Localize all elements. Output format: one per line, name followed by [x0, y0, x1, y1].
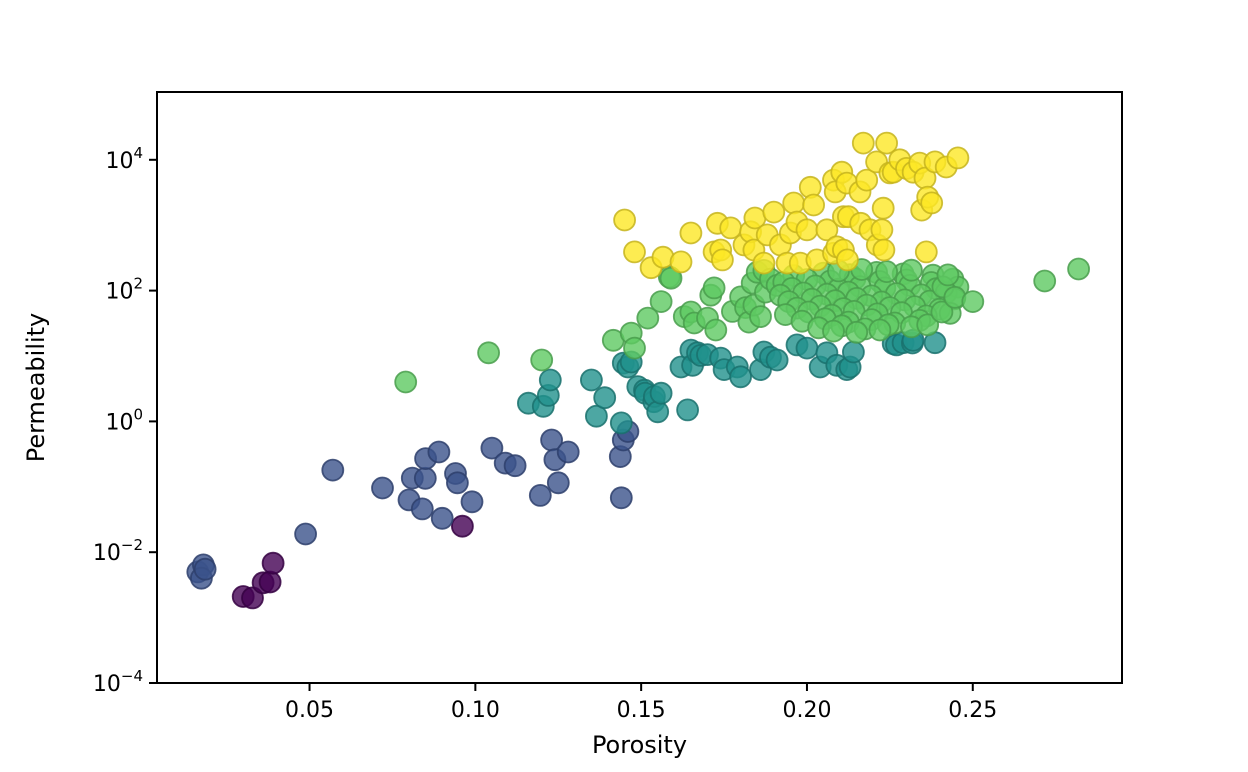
data-point	[676, 398, 699, 422]
data-point	[613, 208, 636, 232]
data-point	[321, 458, 345, 482]
data-point	[679, 221, 703, 245]
data-point	[920, 191, 944, 215]
data-point	[875, 260, 898, 284]
y-axis-title: Permeability	[22, 313, 50, 463]
data-point	[480, 436, 504, 460]
data-point	[961, 290, 985, 314]
data-point	[413, 466, 437, 490]
data-point	[762, 200, 786, 224]
data-point	[649, 381, 673, 405]
data-point	[623, 336, 646, 360]
data-point	[1033, 269, 1057, 293]
data-point	[851, 131, 875, 155]
data-point	[371, 476, 394, 500]
data-point	[875, 131, 898, 155]
data-point	[460, 490, 484, 514]
data-point	[795, 218, 819, 242]
data-point	[580, 368, 603, 392]
data-point	[477, 341, 501, 365]
plot-frame	[156, 91, 1123, 684]
data-point	[193, 557, 217, 581]
data-point	[868, 318, 892, 342]
data-point	[842, 340, 865, 364]
data-point	[782, 191, 806, 215]
data-point	[822, 319, 845, 343]
data-point	[936, 263, 960, 287]
data-point	[528, 483, 552, 507]
data-point	[855, 168, 879, 192]
data-point	[646, 400, 670, 424]
y-tick-label: 10−4	[93, 667, 143, 697]
data-point	[900, 258, 923, 282]
data-point	[445, 471, 469, 495]
data-point	[749, 305, 772, 329]
data-point	[930, 300, 954, 324]
data-point	[546, 471, 570, 495]
data-point	[729, 365, 752, 389]
x-tick-label: 0.10	[451, 698, 500, 723]
data-point	[450, 514, 474, 538]
x-tick-label: 0.05	[285, 698, 334, 723]
data-point	[836, 248, 859, 272]
data-point	[704, 318, 728, 342]
data-point	[845, 320, 869, 344]
data-point	[872, 238, 896, 262]
data-point	[609, 411, 633, 435]
x-tick-label: 0.25	[948, 698, 997, 723]
data-point	[636, 306, 660, 330]
data-point	[702, 276, 726, 300]
data-point	[916, 313, 940, 337]
data-point	[870, 218, 894, 242]
data-point	[914, 240, 938, 264]
data-point	[556, 440, 580, 464]
data-point	[261, 551, 285, 575]
points-layer	[186, 131, 1090, 610]
data-point	[593, 386, 617, 410]
x-tick-label: 0.20	[782, 698, 831, 723]
x-tick-label: 0.15	[617, 698, 666, 723]
y-tick-label: 100	[105, 405, 143, 435]
data-point	[585, 404, 608, 428]
x-axis-title: Porosity	[592, 731, 687, 759]
data-point	[623, 240, 646, 264]
y-tick-label: 104	[105, 144, 143, 174]
data-point	[752, 251, 776, 275]
data-point	[659, 266, 683, 290]
data-point	[795, 336, 819, 360]
data-point	[394, 370, 418, 394]
data-point	[538, 368, 562, 392]
data-point	[649, 290, 673, 314]
data-point	[871, 196, 895, 220]
data-point	[802, 193, 825, 217]
data-point	[530, 348, 554, 372]
data-point	[294, 522, 318, 546]
data-point	[711, 248, 734, 272]
data-point	[427, 440, 451, 464]
x-axis-ticks: 0.05 0.10 0.15 0.20 0.25	[285, 683, 997, 723]
data-point	[669, 250, 693, 274]
data-point	[410, 497, 434, 521]
y-tick-label: 10−2	[93, 536, 143, 566]
data-point	[815, 218, 839, 242]
y-tick-label: 102	[105, 275, 143, 305]
data-point	[503, 454, 527, 478]
y-axis-ticks: 10−4 10−2 100 102 104	[93, 144, 157, 697]
data-point	[258, 570, 282, 594]
data-point	[765, 348, 789, 372]
data-point	[430, 506, 454, 530]
data-point	[609, 486, 633, 510]
data-point	[1067, 257, 1090, 281]
data-point	[946, 146, 970, 170]
